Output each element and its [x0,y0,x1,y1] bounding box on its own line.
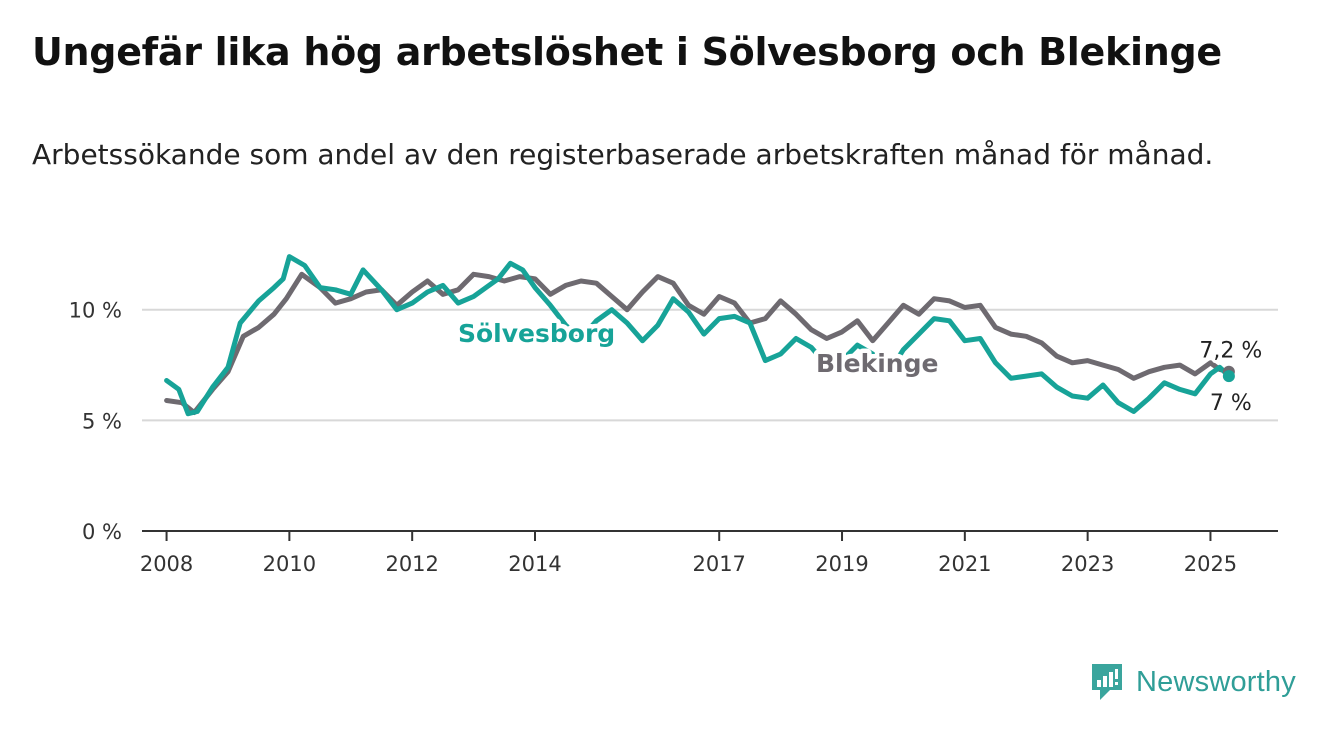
x-tick-label: 2014 [508,552,561,576]
y-tick-label: 10 % [69,299,122,323]
x-tick-label: 2021 [938,552,991,576]
newsworthy-logo: Newsworthy [1088,660,1296,704]
x-tick-label: 2025 [1184,552,1237,576]
x-tick-label: 2017 [692,552,745,576]
x-tick-label: 2023 [1061,552,1114,576]
series-line-solvesborg [164,254,1232,417]
x-tick-label: 2019 [815,552,868,576]
newsworthy-icon [1092,664,1122,700]
line-chart: 0 % 5 % 10 % 2008 2010 2012 2014 2017 2019 2021 20… [69,254,1278,576]
series-line-blekinge [164,271,1232,416]
series-label-solvesborg-halo: Sölvesborg [458,319,615,348]
y-tick-label: 0 % [82,520,122,544]
y-tick-label: 5 % [82,409,122,433]
chart-title: Ungefär lika hög arbetslöshet i Sölvesbo… [32,30,1222,74]
end-label-blekinge: 7,2 % [1199,339,1262,364]
brand-name: Newsworthy [1136,665,1296,698]
end-point-solvesborg [1222,370,1235,383]
x-tick-label: 2012 [385,552,438,576]
end-label-solvesborg: 7 % [1210,391,1252,416]
axes: 0 % 5 % 10 % 2008 2010 2012 2014 2017 2019 2021 20… [69,299,1278,576]
series-lines [164,254,1232,417]
x-tick-label: 2010 [263,552,316,576]
series-label-blekinge-halo: Blekinge [816,349,938,378]
x-tick-label: 2008 [140,552,193,576]
chart-subtitle: Arbetssökande som andel av den registerb… [32,138,1214,171]
series-label-blekinge: Blekinge [816,349,938,378]
series-label-solvesborg: Sölvesborg [458,319,615,348]
